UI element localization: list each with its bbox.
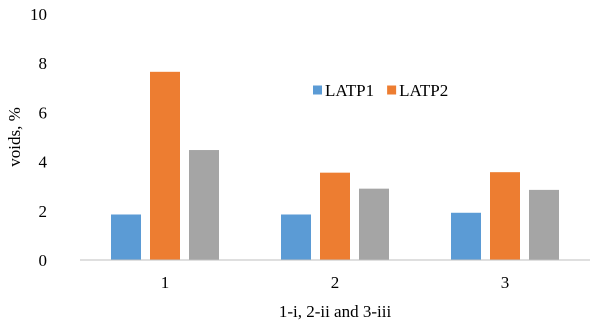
y-tick-label: 6 (39, 103, 48, 122)
x-tick-label: 3 (501, 273, 510, 292)
y-axis-ticks: 0 2 4 6 8 10 (30, 5, 48, 270)
y-axis-title: voids, % (5, 107, 24, 167)
y-tick-label: 8 (39, 54, 48, 73)
bars-layer (111, 71, 559, 260)
bar-series-3-cat-3 (529, 189, 559, 260)
x-tick-label: 2 (331, 273, 340, 292)
legend-swatch-LATP2 (387, 85, 397, 95)
y-tick-label: 0 (39, 251, 48, 270)
bar-series-3-cat-1 (189, 150, 219, 260)
legend-label-LATP2: LATP2 (399, 81, 448, 100)
bar-series-2-cat-2 (320, 172, 350, 260)
bar-series-2-cat-1 (150, 71, 180, 260)
y-tick-label: 2 (39, 202, 48, 221)
bar-series-1-cat-2 (281, 214, 311, 260)
bar-series-3-cat-2 (359, 188, 389, 260)
legend-swatch-LATP1 (313, 85, 322, 95)
legend-label-LATP1: LATP1 (325, 81, 374, 100)
y-tick-label: 10 (30, 5, 47, 24)
legend: LATP1 LATP2 (313, 81, 448, 100)
x-axis-ticks: 1 2 3 (161, 273, 510, 292)
bar-series-1-cat-3 (451, 212, 481, 260)
bar-series-2-cat-3 (490, 172, 520, 260)
y-tick-label: 4 (39, 153, 48, 172)
x-axis-title: 1-i, 2-ii and 3-iii (279, 302, 392, 321)
bar-series-1-cat-1 (111, 214, 141, 260)
x-tick-label: 1 (161, 273, 170, 292)
